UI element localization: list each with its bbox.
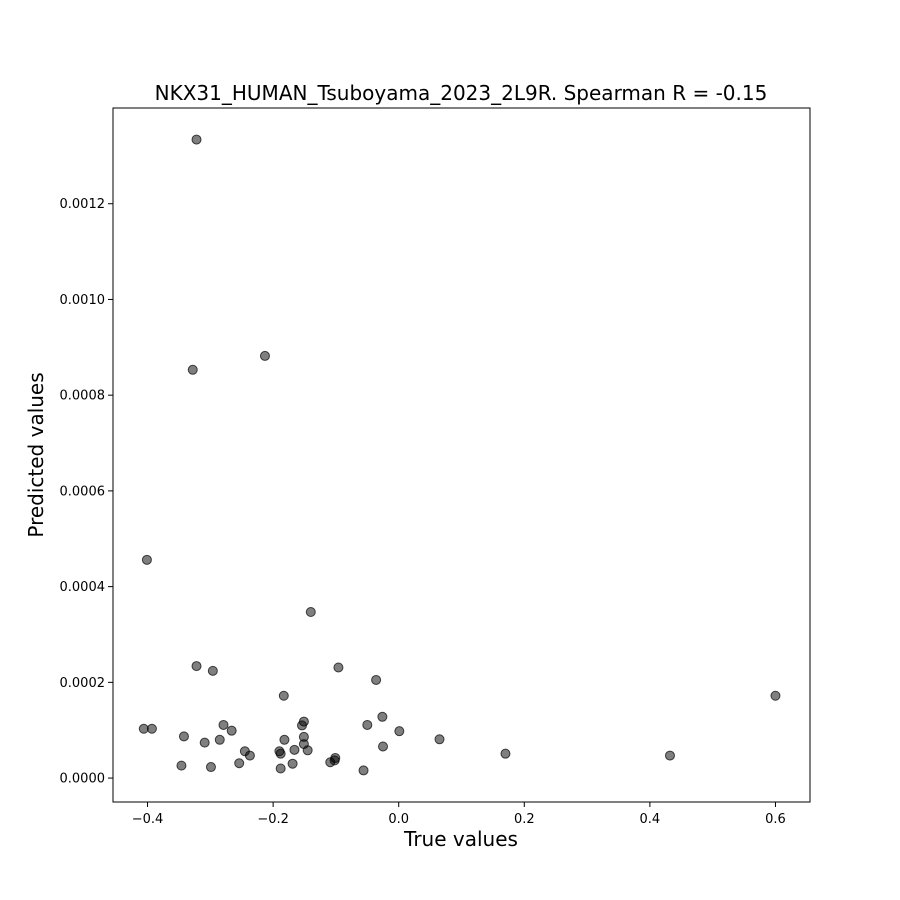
scatter-point [244,750,255,761]
x-tick-label: 0.6 [765,812,786,827]
scatter-point [191,661,202,672]
y-tick-label: 0.0008 [60,389,106,404]
scatter-point [214,734,225,745]
scatter-point [362,719,373,730]
scatter-point [146,723,157,734]
scatter-point [234,758,245,769]
y-tick-label: 0.0004 [60,580,106,595]
scatter-point [138,723,149,734]
scatter-point [377,711,388,722]
scatter-point [302,745,313,756]
scatter-point [358,765,369,776]
scatter-point [770,690,781,701]
scatter-point [178,731,189,742]
scatter-point [278,690,289,701]
scatter-point [664,750,675,761]
y-tick-label: 0.0006 [60,484,106,499]
scatter-point [330,752,341,763]
scatter-point [259,350,270,361]
scatter-point [226,725,237,736]
x-tick-label: 0.2 [514,812,535,827]
data-points [138,134,781,776]
scatter-point [218,719,229,730]
scatter-point [207,665,218,676]
x-tick-label: −0.4 [132,812,164,827]
axis-ticks: −0.4 −0.2 0.0 0.2 0.4 0.6 0.0000 0.0002 0.0004 0.… [60,197,786,827]
y-tick-label: 0.0000 [60,772,106,787]
scatter-point [289,744,300,755]
scatter-point [191,134,202,145]
x-tick-label: 0.0 [388,812,409,827]
scatter-point [378,741,389,752]
y-axis-label: Predicted values [24,372,48,537]
scatter-point [287,758,298,769]
y-tick-label: 0.0012 [60,197,106,212]
chart-title: NKX31_HUMAN_Tsuboyama_2023_2L9R. Spearma… [155,81,768,105]
scatter-point [176,760,187,771]
scatter-point [394,726,405,737]
scatter-point [305,606,316,617]
x-axis-label: True values [403,827,518,851]
scatter-point [275,748,286,759]
x-tick-label: 0.4 [640,812,661,827]
scatter-point [187,364,198,375]
x-tick-label: −0.2 [257,812,289,827]
scatter-point [141,554,152,565]
scatter-point [199,737,210,748]
scatter-point [275,763,286,774]
scatter-point [434,734,445,745]
scatter-point [500,748,511,759]
scatter-point [279,734,290,745]
scatter-point [371,674,382,685]
scatter-point [333,662,344,673]
y-tick-label: 0.0002 [60,676,106,691]
scatter-point [205,762,216,773]
y-tick-label: 0.0010 [60,293,106,308]
plot-frame [112,107,811,803]
scatter-point [298,716,309,727]
